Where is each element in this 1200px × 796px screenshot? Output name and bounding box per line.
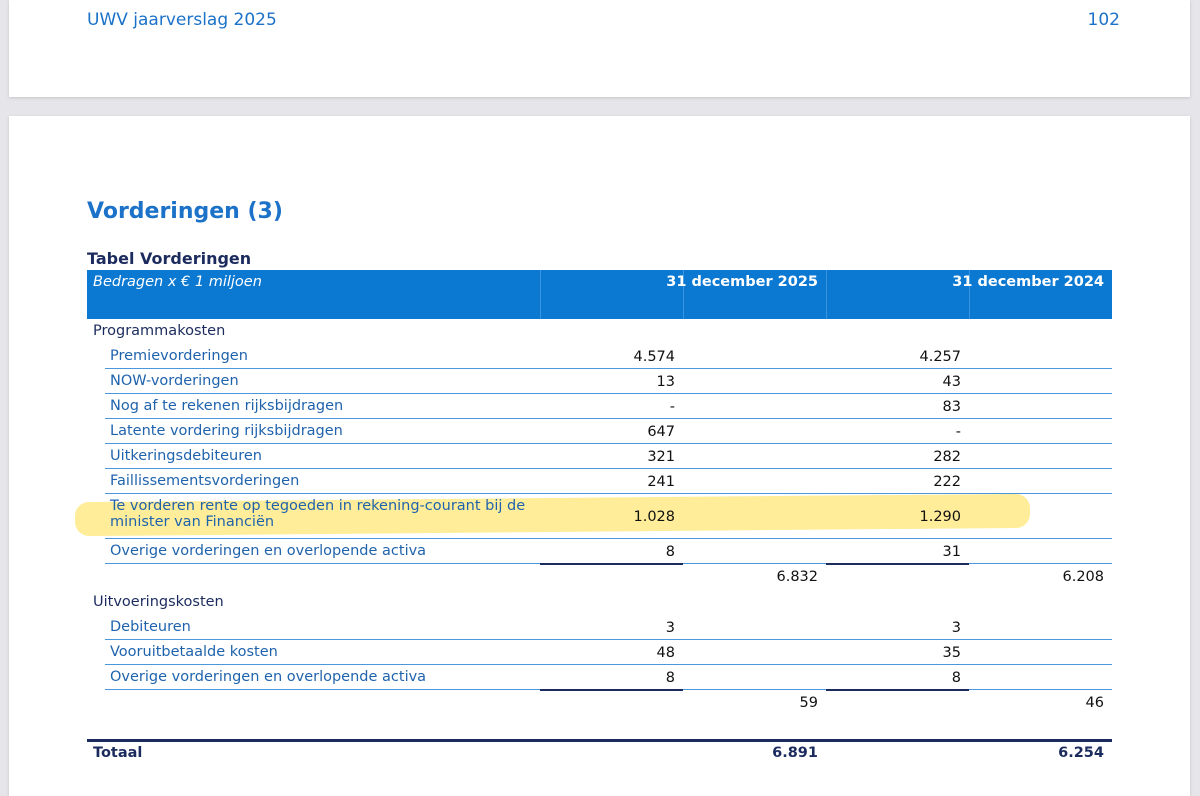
header-divider [683, 270, 684, 319]
row-value: 222 [933, 473, 961, 490]
page-body [9, 116, 1190, 796]
section-title: Vorderingen (3) [87, 199, 283, 224]
row-value: 48 [656, 644, 675, 661]
header-divider [540, 270, 541, 319]
column-header: 31 december 2024 [952, 274, 1104, 290]
total-label: Totaal [93, 745, 143, 761]
row-rule [105, 418, 1112, 419]
header-divider [969, 270, 970, 319]
total-value: 6.891 [772, 745, 818, 761]
table-title: Tabel Vorderingen [87, 249, 252, 268]
row-label: Premievorderingen [110, 348, 248, 364]
row-rule [105, 393, 1112, 394]
header-divider [826, 270, 827, 319]
row-value: - [955, 423, 961, 440]
row-value: 1.290 [919, 508, 961, 525]
row-value: 31 [942, 543, 961, 560]
row-label: Faillissementsvorderingen [110, 473, 300, 489]
row-rule [105, 443, 1112, 444]
column-header: 31 december 2025 [666, 274, 818, 290]
row-label: Te vorderen rente op tegoeden in rekenin… [110, 498, 526, 530]
row-value: - [669, 398, 675, 415]
row-label: Latente vordering rijksbijdragen [110, 423, 343, 439]
doc-title: UWV jaarverslag 2025 [87, 10, 277, 30]
row-label: Vooruitbetaalde kosten [110, 644, 278, 660]
row-value: 282 [933, 448, 961, 465]
row-value: 83 [942, 398, 961, 415]
row-value: 13 [656, 373, 675, 390]
row-value: 8 [665, 543, 675, 560]
page-top: UWV jaarverslag 2025 102 [9, 0, 1190, 97]
row-rule [105, 493, 1112, 494]
subtotal-value: 46 [1085, 695, 1104, 711]
row-label: NOW-vorderingen [110, 373, 239, 389]
group-label: Programmakosten [93, 323, 226, 339]
row-value: 647 [647, 423, 675, 440]
row-rule [105, 639, 1112, 640]
row-label: Overige vorderingen en overlopende activ… [110, 669, 427, 685]
subtotal-rule [540, 689, 683, 691]
row-value: 43 [942, 373, 961, 390]
subtotal-rule [826, 563, 969, 565]
row-value: 321 [647, 448, 675, 465]
row-label: Debiteuren [110, 619, 191, 635]
subtotal-value: 6.208 [1062, 569, 1104, 585]
row-label: Nog af te rekenen rijksbijdragen [110, 398, 344, 414]
row-rule [105, 368, 1112, 369]
header-band [87, 270, 1112, 319]
row-value: 4.574 [633, 348, 675, 365]
row-value: 3 [665, 619, 675, 636]
row-value: 35 [942, 644, 961, 661]
group-label: Uitvoeringskosten [93, 594, 224, 610]
row-value: 1.028 [633, 508, 675, 525]
total-value: 6.254 [1058, 745, 1104, 761]
row-rule [105, 664, 1112, 665]
row-value: 4.257 [919, 348, 961, 365]
total-rule [87, 739, 1112, 742]
row-rule [105, 538, 1112, 539]
subtotal-value: 59 [799, 695, 818, 711]
subtotal-rule [826, 689, 969, 691]
row-value: 8 [951, 669, 961, 686]
row-label: Uitkeringsdebiteuren [110, 448, 262, 464]
row-value: 241 [647, 473, 675, 490]
row-label: Overige vorderingen en overlopende activ… [110, 543, 427, 559]
page-number: 102 [1087, 10, 1120, 30]
subtotal-value: 6.832 [776, 569, 818, 585]
row-value: 3 [951, 619, 961, 636]
row-value: 8 [665, 669, 675, 686]
subtotal-rule [540, 563, 683, 565]
caption: Bedragen x € 1 miljoen [93, 274, 262, 290]
row-rule [105, 468, 1112, 469]
